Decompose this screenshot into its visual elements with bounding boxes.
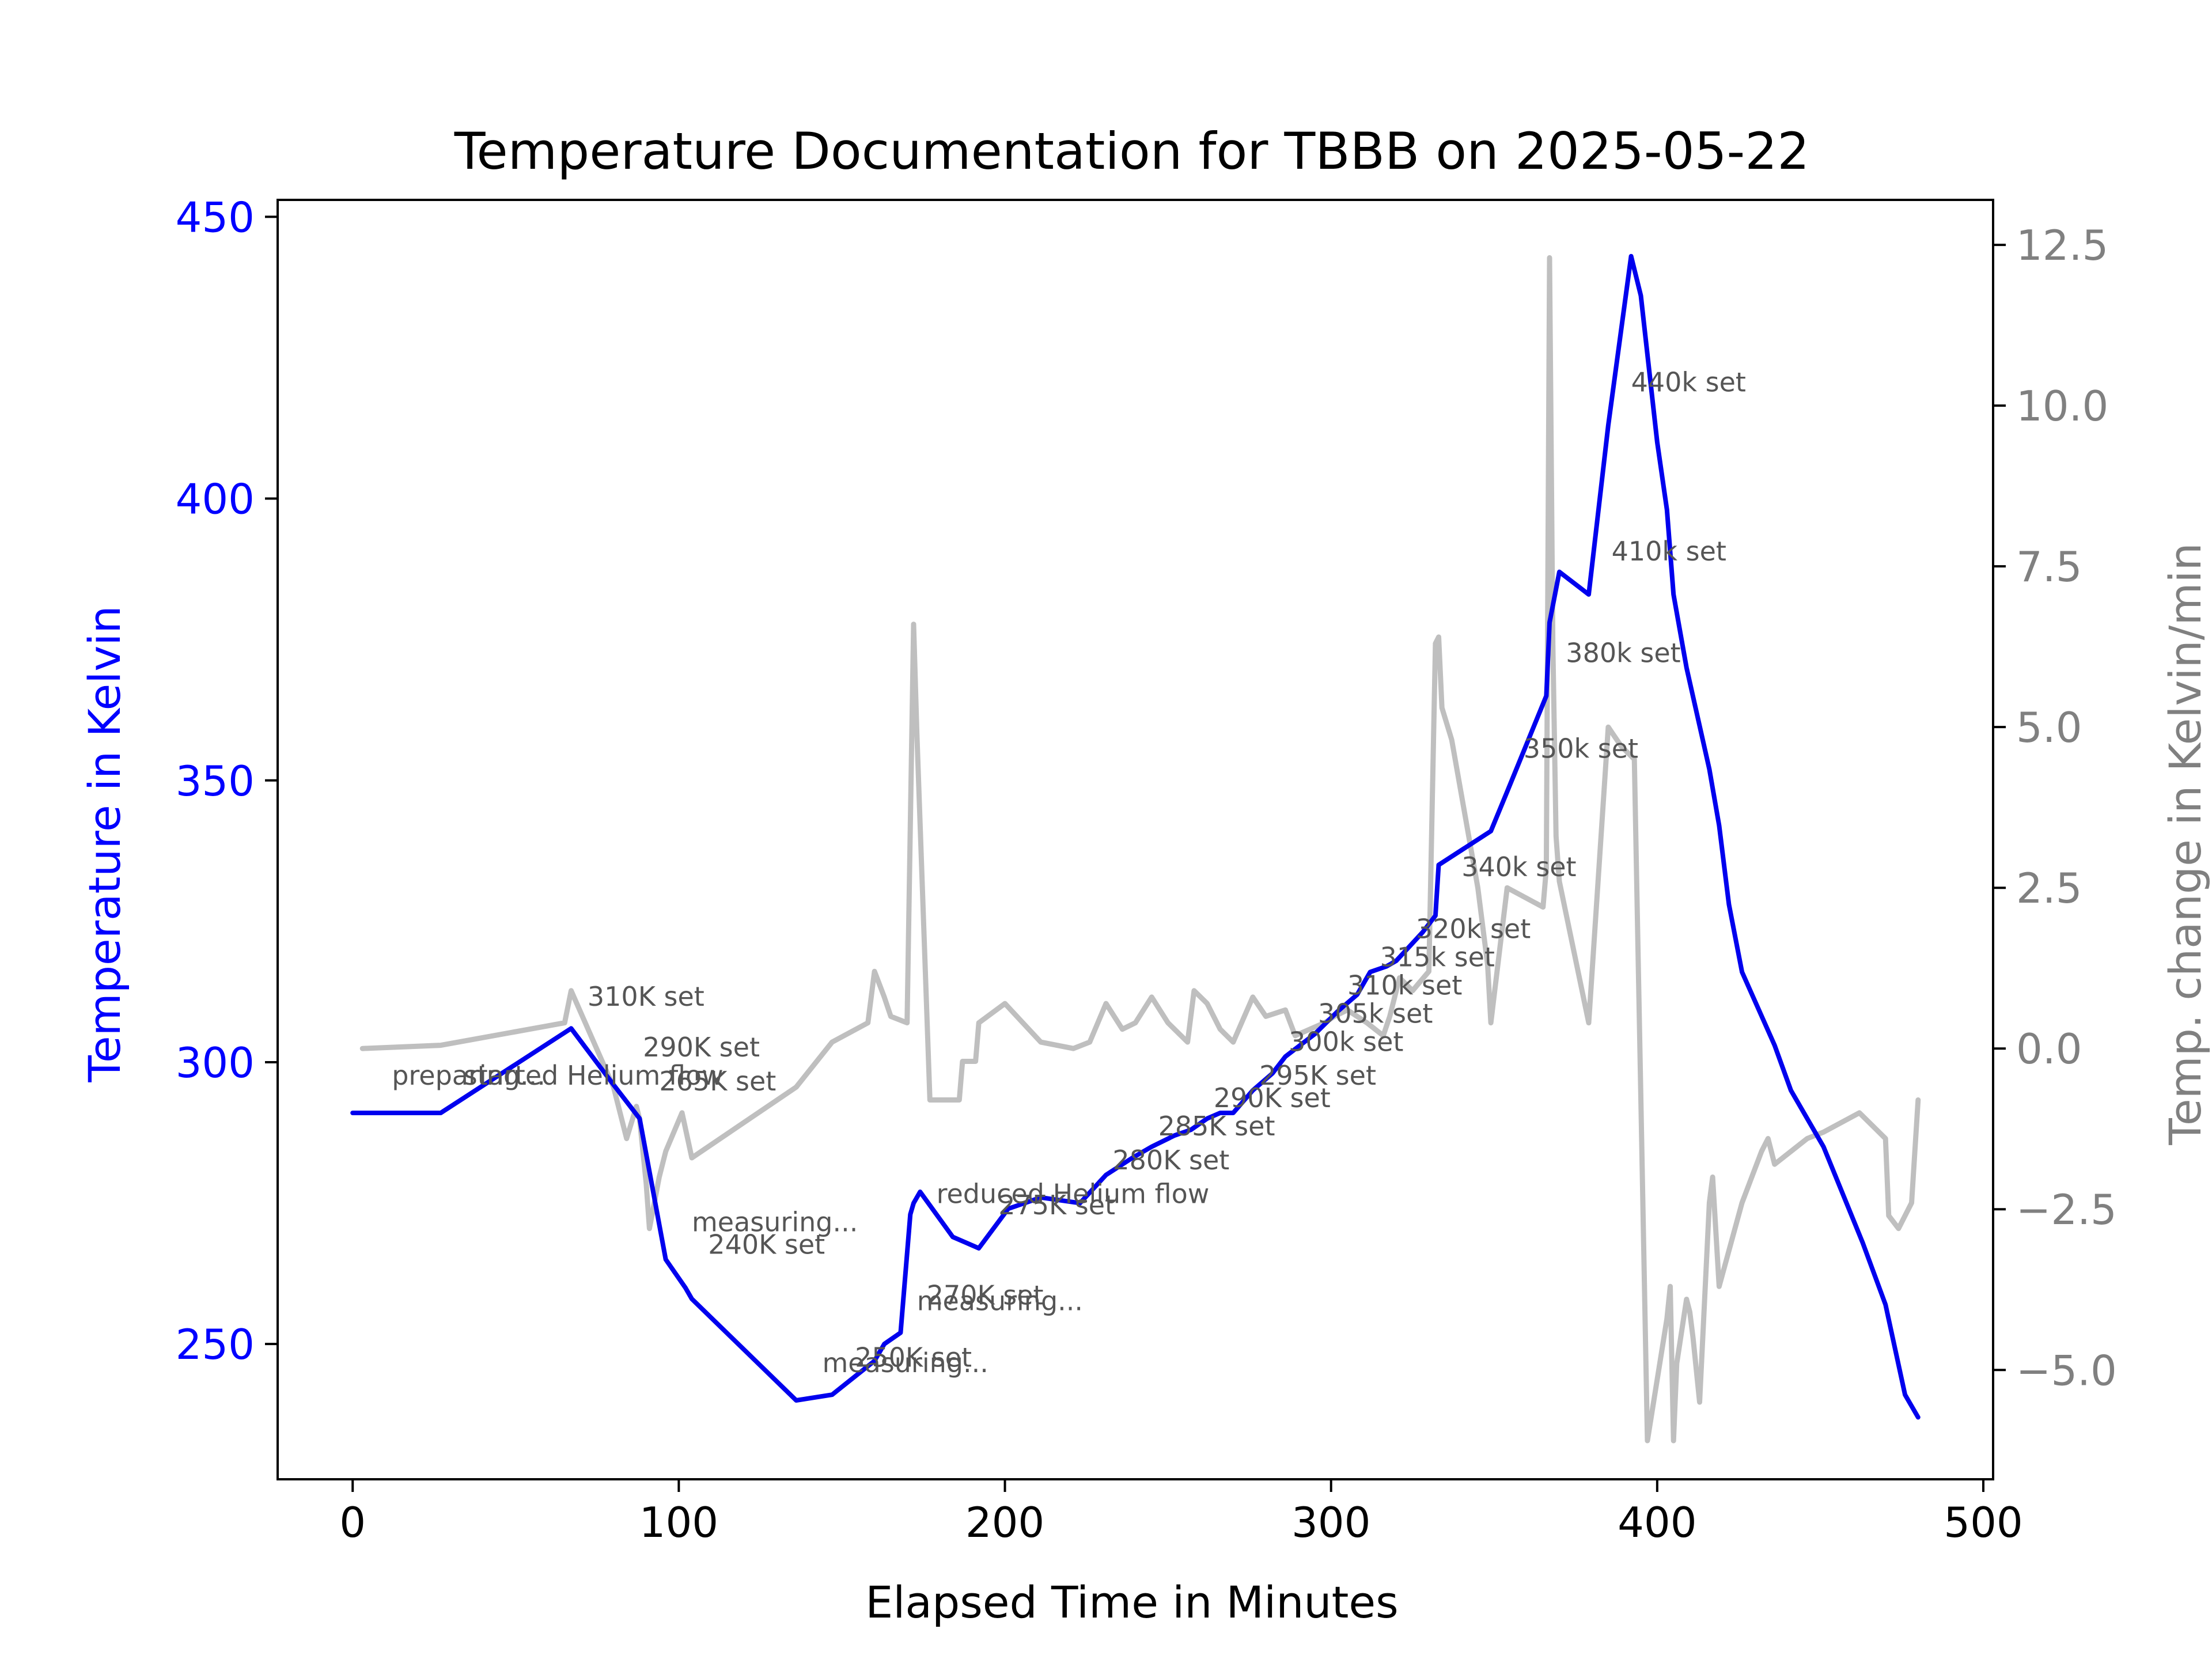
temperature-series-line: [350, 253, 1921, 1420]
y-right-tick-label: −2.5: [2016, 1185, 2117, 1234]
annotation-label: 250K set: [855, 1342, 972, 1373]
annotation-label: 285K set: [1158, 1111, 1275, 1142]
annotation-label: 275K set: [998, 1190, 1115, 1221]
annotation-label: 340k set: [1461, 851, 1576, 882]
y-right-tick-label: 0.0: [2016, 1025, 2082, 1073]
annotation-label: 300k set: [1289, 1026, 1403, 1057]
annotation-label: reduced Helium flow: [937, 1179, 1210, 1210]
y-right-tick-label: 2.5: [2016, 864, 2082, 912]
annotation-label: 410k set: [1612, 536, 1726, 567]
x-tick-label: 400: [1618, 1498, 1696, 1547]
annotation-label: 290K set: [643, 1032, 760, 1063]
chart-title: Temperature Documentation for TBBB on 20…: [454, 122, 1810, 181]
annotation-label: 290K set: [1214, 1082, 1331, 1113]
y-right-tick-label: 5.0: [2016, 703, 2082, 752]
annotation-label: 265K set: [659, 1066, 776, 1097]
x-tick-label: 100: [639, 1498, 718, 1547]
annotation-label: measuring...: [692, 1207, 858, 1238]
annotation-label: 315k set: [1380, 942, 1495, 973]
annotation-label: 440k set: [1631, 367, 1746, 398]
annotation-label: 240K set: [708, 1229, 825, 1260]
x-axis-label: Elapsed Time in Minutes: [865, 1577, 1398, 1628]
annotation-label: 380k set: [1566, 637, 1680, 668]
axes-frame: [276, 199, 1994, 1480]
x-tick-label: 500: [1944, 1498, 2022, 1547]
x-tick-label: 0: [339, 1498, 366, 1547]
annotation-label: 280K set: [1112, 1145, 1229, 1176]
y-left-tick-label: 300: [176, 1039, 255, 1087]
y-right-tick-label: 7.5: [2016, 543, 2082, 591]
annotation-label: 270K set: [927, 1280, 1044, 1311]
annotation-label: preparing...: [392, 1060, 546, 1091]
y-left-tick-label: 350: [176, 757, 255, 805]
annotation-label: measuring...: [823, 1347, 988, 1378]
y-left-tick-label: 250: [176, 1320, 255, 1369]
y-left-tick-label: 450: [176, 193, 255, 241]
y-right-tick-label: 12.5: [2016, 221, 2108, 270]
annotation-label: 310K set: [588, 981, 704, 1012]
y-left-tick-label: 400: [176, 475, 255, 524]
annotation-label: 295K set: [1259, 1060, 1376, 1091]
y-axis-left-label: Temperature in Kelvin: [79, 605, 130, 1082]
annotation-label: measuring...: [917, 1286, 1083, 1317]
y-right-tick-label: 10.0: [2016, 382, 2108, 430]
annotation-label: 305k set: [1318, 998, 1433, 1029]
annotation-label: 350k set: [1524, 733, 1638, 764]
annotation-label: started Helium flow: [464, 1060, 724, 1091]
rate-series-line: [359, 255, 1921, 1444]
x-tick-label: 300: [1291, 1498, 1370, 1547]
annotation-label: 320k set: [1416, 914, 1531, 945]
y-axis-right-label: Temp. change in Kelvin/min: [2160, 543, 2211, 1145]
y-right-tick-label: −5.0: [2016, 1346, 2117, 1395]
x-tick-label: 200: [965, 1498, 1044, 1547]
annotation-label: 310k set: [1347, 970, 1462, 1001]
